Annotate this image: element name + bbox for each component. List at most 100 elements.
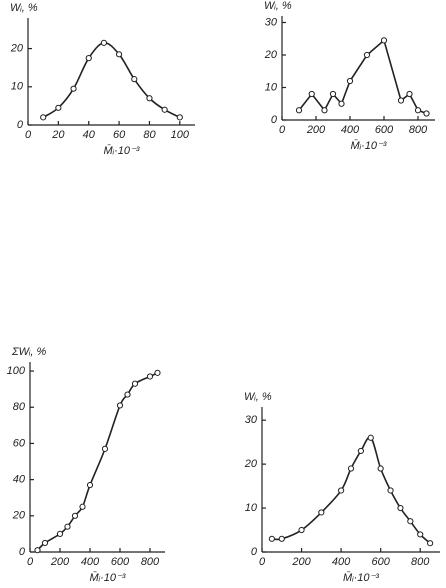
y-tick-label: 30	[265, 16, 278, 28]
y-tick-label: 60	[13, 437, 26, 449]
x-tick-label: 600	[371, 556, 390, 568]
data-point	[357, 447, 364, 455]
x-tick-label: 800	[141, 556, 160, 568]
data-point	[71, 512, 79, 519]
data-point	[161, 106, 168, 113]
data-point	[154, 369, 161, 376]
data-point	[56, 530, 64, 538]
y-axis-label: Wᵢ, %	[244, 391, 272, 403]
x-tick-label: 400	[332, 556, 351, 568]
data-point	[380, 37, 388, 44]
data-point	[387, 487, 394, 494]
x-axis-label: M̄ᵢ·10⁻³	[104, 144, 140, 157]
y-tick-label: 20	[10, 42, 24, 54]
x-axis-label: M̄ᵢ·10⁻³	[351, 139, 387, 152]
y-tick-label: 0	[271, 114, 278, 126]
x-tick-label: 800	[409, 124, 428, 136]
data-point	[363, 51, 371, 59]
data-point	[377, 465, 384, 472]
data-point	[417, 531, 424, 538]
data-point	[85, 55, 92, 62]
data-point	[406, 90, 413, 98]
x-tick-label: 400	[81, 556, 100, 568]
x-tick-label: 200	[291, 556, 311, 568]
data-point	[55, 104, 62, 111]
data-point	[34, 547, 41, 554]
data-point	[318, 509, 325, 516]
y-tick-label: 10	[11, 81, 24, 93]
x-tick-label: 0	[25, 129, 32, 141]
data-point	[347, 465, 355, 472]
data-point	[146, 95, 153, 102]
x-tick-label: 40	[83, 129, 96, 141]
data-point	[41, 539, 49, 547]
y-tick-label: 30	[245, 414, 258, 426]
data-line	[36, 372, 158, 551]
y-axis-label: ΣWᵢ, %	[11, 346, 46, 358]
data-point	[338, 487, 345, 494]
data-point	[116, 402, 124, 409]
x-tick-label: 400	[341, 124, 360, 136]
data-point	[407, 518, 414, 525]
data-point	[338, 100, 345, 107]
x-tick-label: 600	[375, 124, 394, 136]
data-point	[308, 90, 315, 98]
y-tick-label: 0	[251, 546, 258, 558]
data-point	[397, 97, 405, 104]
x-tick-label: 600	[111, 556, 130, 568]
y-tick-label: 100	[7, 365, 26, 377]
data-point	[101, 445, 109, 452]
data-point	[146, 373, 154, 380]
x-tick-label: 0	[259, 556, 266, 568]
x-tick-label: 60	[113, 129, 126, 141]
x-tick-label: 0	[27, 556, 34, 568]
x-tick-label: 200	[306, 124, 326, 136]
y-tick-label: 0	[17, 119, 24, 131]
data-point	[367, 434, 374, 441]
data-point	[427, 540, 434, 547]
data-point	[295, 107, 303, 114]
data-point	[131, 380, 139, 387]
data-point	[124, 391, 131, 398]
x-tick-label: 100	[171, 129, 190, 141]
data-line	[271, 436, 431, 544]
data-point	[40, 114, 47, 121]
data-point	[176, 114, 183, 121]
data-point	[298, 526, 305, 534]
x-tick-label: 80	[143, 129, 156, 141]
data-point	[131, 76, 138, 83]
data-point	[268, 535, 275, 542]
y-tick-label: 40	[13, 474, 26, 486]
y-axis-label: Wᵢ, %	[10, 2, 38, 14]
data-point	[397, 504, 404, 512]
x-tick-label: 800	[411, 556, 430, 568]
y-tick-label: 80	[13, 401, 26, 413]
data-point	[414, 107, 422, 114]
data-point	[321, 107, 328, 114]
x-axis-label: M̄ᵢ·10⁻³	[90, 571, 126, 584]
data-point	[115, 51, 123, 58]
data-point	[86, 481, 94, 489]
data-point	[70, 85, 77, 92]
data-point	[79, 503, 86, 510]
data-point	[64, 523, 71, 530]
y-tick-label: 20	[12, 510, 26, 522]
data-point	[278, 535, 285, 542]
data-point	[423, 110, 430, 117]
data-point	[346, 77, 354, 85]
y-tick-label: 20	[264, 49, 278, 61]
data-line	[298, 38, 427, 115]
x-tick-label: 0	[279, 124, 286, 136]
y-axis-label: Wᵢ, %	[264, 0, 292, 12]
x-tick-label: 200	[50, 556, 70, 568]
y-tick-label: 20	[244, 458, 258, 470]
y-tick-label: 10	[265, 81, 278, 93]
x-axis-label: M̄ᵢ·10⁻³	[343, 571, 379, 584]
data-point	[100, 39, 108, 46]
y-tick-label: 10	[245, 502, 258, 514]
x-tick-label: 20	[51, 129, 65, 141]
data-point	[329, 90, 337, 98]
data-line	[42, 42, 181, 119]
y-tick-label: 0	[19, 546, 26, 558]
